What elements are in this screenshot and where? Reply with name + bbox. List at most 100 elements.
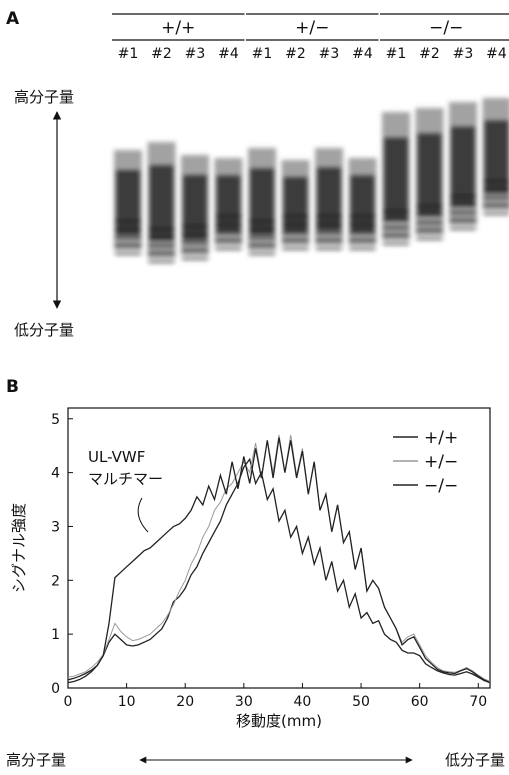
lane [148, 142, 176, 263]
lane-core [183, 175, 207, 240]
y-tick-label: 1 [51, 627, 60, 643]
band [316, 223, 342, 226]
y-tick-label: 2 [51, 573, 60, 589]
x-tick-label: 50 [352, 694, 370, 710]
band [216, 247, 242, 250]
band [417, 237, 443, 240]
band [216, 215, 242, 218]
band [316, 247, 342, 250]
lane [315, 148, 343, 250]
band [484, 212, 509, 215]
y-tick-label: 4 [51, 466, 60, 482]
band [149, 236, 175, 239]
lane-label: #2 [285, 46, 306, 62]
band [249, 244, 275, 247]
lane-label: #4 [352, 46, 373, 62]
band [115, 252, 141, 255]
band [484, 180, 509, 183]
gel: +/++/−−/−#1#2#3#4#1#2#3#4#1#2#3#4 [112, 14, 509, 263]
panel-label: A [6, 9, 20, 29]
band [383, 234, 409, 237]
annotation: マルチマー [88, 470, 163, 488]
legend-label: −/− [424, 476, 458, 496]
lane-label: #1 [386, 46, 407, 62]
band [182, 249, 208, 252]
band [283, 215, 309, 218]
x-tick-label: 40 [294, 694, 312, 710]
legend-label: +/+ [424, 428, 458, 448]
y-tick-label: 0 [51, 681, 60, 697]
x-tick-label: 0 [64, 694, 73, 710]
band [316, 239, 342, 242]
band [450, 195, 476, 198]
band [484, 204, 509, 207]
x-tick-label: 60 [411, 694, 429, 710]
band [350, 247, 376, 250]
band [316, 215, 342, 218]
legend-label: +/− [424, 452, 458, 472]
band [115, 244, 141, 247]
band [350, 239, 376, 242]
band [350, 231, 376, 234]
band [115, 220, 141, 223]
band [316, 231, 342, 234]
lane-core [451, 127, 475, 207]
band [115, 236, 141, 239]
band [182, 233, 208, 236]
band [484, 188, 509, 191]
band [417, 229, 443, 232]
band [283, 239, 309, 242]
band [450, 227, 476, 230]
band [249, 228, 275, 231]
y-tick-label: 5 [51, 412, 60, 428]
lane [349, 158, 377, 250]
x-tick-label: 70 [469, 694, 487, 710]
band [350, 215, 376, 218]
band [149, 252, 175, 255]
high-mw-label: 高分子量 [14, 88, 74, 106]
lane [483, 98, 509, 215]
lane [282, 160, 310, 250]
lane-core [384, 138, 408, 221]
annotation-pointer [138, 498, 148, 532]
y-axis-label: シグナル強度 [10, 503, 28, 593]
band [450, 219, 476, 222]
band [249, 220, 275, 223]
group-label: +/− [295, 18, 329, 38]
lane-core [317, 167, 341, 230]
lane-label: #1 [252, 46, 273, 62]
band [450, 203, 476, 206]
band [417, 221, 443, 224]
arrow-label: 高分子量 [6, 751, 66, 769]
lane-label: #4 [218, 46, 239, 62]
lane [215, 158, 243, 250]
band [115, 228, 141, 231]
lane-label: #1 [118, 46, 139, 62]
band [216, 223, 242, 226]
lane-label: #3 [319, 46, 340, 62]
band [283, 247, 309, 250]
lane [382, 112, 410, 245]
lane-label: #3 [185, 46, 206, 62]
lane [449, 102, 477, 230]
band [182, 225, 208, 228]
annotation: UL-VWF [88, 448, 145, 466]
band [182, 257, 208, 260]
x-tick-label: 30 [235, 694, 253, 710]
panel-label: B [6, 377, 19, 397]
band [149, 228, 175, 231]
band [450, 211, 476, 214]
band [417, 205, 443, 208]
band [283, 231, 309, 234]
band [383, 210, 409, 213]
band [149, 260, 175, 263]
band [216, 231, 242, 234]
arrow-label: 低分子量 [445, 751, 505, 769]
x-axis-label: 移動度(mm) [236, 712, 322, 730]
lane [416, 108, 444, 240]
figure: A 高分子量 低分子量 +/++/−−/−#1#2#3#4#1#2#3#4#1#… [0, 0, 509, 771]
lane [181, 155, 209, 260]
band [484, 196, 509, 199]
lane [114, 150, 142, 255]
